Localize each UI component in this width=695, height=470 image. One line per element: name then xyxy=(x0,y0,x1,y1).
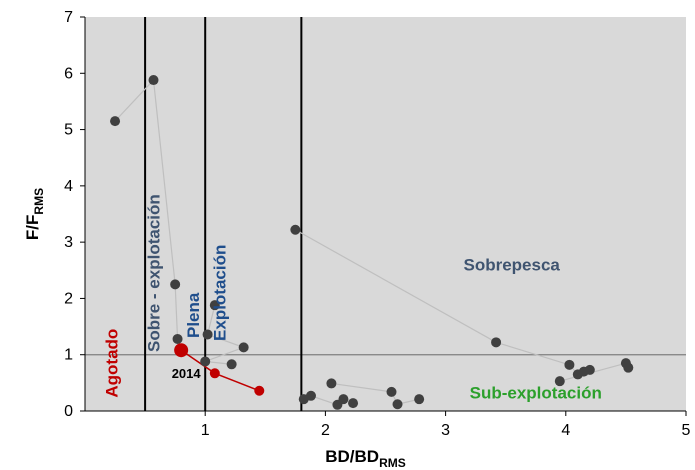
y-tick-label: 4 xyxy=(64,178,73,195)
data-point xyxy=(305,390,316,401)
axes: 0 1 2 3 4 5 6 7 1 2 3 4 5 xyxy=(64,9,690,439)
data-point xyxy=(200,356,211,367)
data-point xyxy=(584,364,595,375)
x-axis-title-sub: RMS xyxy=(379,456,406,470)
data-point xyxy=(491,337,502,348)
highlight-point xyxy=(174,343,189,358)
zone-label: Sobrepesca xyxy=(464,255,561,274)
x-axis-title-main: BD/BD xyxy=(325,447,379,466)
data-point xyxy=(209,300,220,311)
y-tick-label: 7 xyxy=(64,9,73,26)
zone-label: Agotado xyxy=(102,329,121,398)
data-point xyxy=(172,333,183,344)
y-axis-title: F/FRMS xyxy=(23,188,46,240)
data-points: 2014 xyxy=(110,75,634,410)
x-tick-label: 2 xyxy=(321,422,330,439)
zone-label: Explotación xyxy=(211,245,230,341)
y-tick-label: 1 xyxy=(64,347,73,364)
trajectory-line xyxy=(331,382,420,405)
zone-annotations: Agotado Sobre - explotación Plena Explotaci… xyxy=(102,194,601,402)
data-point xyxy=(226,359,237,370)
x-tick-label: 1 xyxy=(201,422,210,439)
data-point xyxy=(623,362,634,373)
zone-label: Sub-explotación xyxy=(470,384,602,403)
data-point xyxy=(238,342,249,353)
y-tick-label: 5 xyxy=(64,122,73,139)
y-tick-label: 2 xyxy=(64,290,73,307)
data-point xyxy=(202,329,213,340)
data-point xyxy=(110,116,121,127)
y-tick-label: 0 xyxy=(64,403,73,420)
y-axis-title-sub: RMS xyxy=(32,188,46,215)
data-point xyxy=(386,386,397,397)
data-point xyxy=(254,385,265,396)
x-tick-label: 4 xyxy=(561,422,570,439)
data-point xyxy=(326,378,337,389)
data-point xyxy=(209,368,220,379)
y-axis-title-main: F/F xyxy=(23,215,42,241)
data-point xyxy=(392,399,403,410)
data-point xyxy=(554,376,565,387)
data-point xyxy=(290,224,301,235)
highlight-label: 2014 xyxy=(172,366,202,381)
x-tick-label: 5 xyxy=(682,422,691,439)
data-point xyxy=(148,75,159,86)
data-point xyxy=(170,279,181,290)
zone-label: Sobre - explotación xyxy=(145,194,164,352)
x-axis-title: BD/BDRMS xyxy=(325,447,406,470)
data-point xyxy=(414,394,425,405)
data-point xyxy=(338,394,349,405)
y-tick-label: 3 xyxy=(64,234,73,251)
x-tick-label: 3 xyxy=(441,422,450,439)
zone-label: Plena xyxy=(184,292,203,338)
data-point xyxy=(348,398,359,409)
data-point xyxy=(564,359,575,370)
y-tick-label: 6 xyxy=(64,65,73,82)
